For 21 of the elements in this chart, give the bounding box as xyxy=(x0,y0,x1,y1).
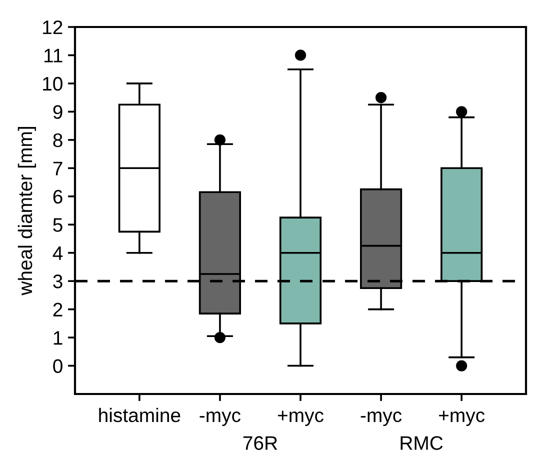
y-tick-label: 2 xyxy=(53,302,62,316)
x-tick-label: +myc xyxy=(439,410,485,426)
y-tick-label: 3 xyxy=(53,274,62,288)
y-tick-label: 10 xyxy=(43,76,62,91)
text: RMC xyxy=(400,436,443,450)
y-tick-label: 9 xyxy=(53,105,62,119)
x-tick-label: +myc xyxy=(278,410,324,426)
y-axis-title: wheal diamter [mm] xyxy=(18,127,36,296)
y-tick-label: 11 xyxy=(44,48,62,62)
y-tick-label: 0 xyxy=(53,359,62,374)
x-tick-label: -myc xyxy=(360,412,402,426)
y-tick-label: 12 xyxy=(43,20,62,34)
y-tick-label: 1 xyxy=(54,331,62,345)
text: 76R xyxy=(243,436,278,450)
x-tick-label: histamine xyxy=(99,408,180,422)
y-tick-label: 5 xyxy=(53,218,62,232)
y-tick-label: 6 xyxy=(53,190,62,204)
y-tick-label: 4 xyxy=(52,246,63,260)
x-tick-label: -myc xyxy=(200,412,241,426)
y-tick-label: 7 xyxy=(53,162,62,176)
y-tick-label: 8 xyxy=(53,133,62,148)
